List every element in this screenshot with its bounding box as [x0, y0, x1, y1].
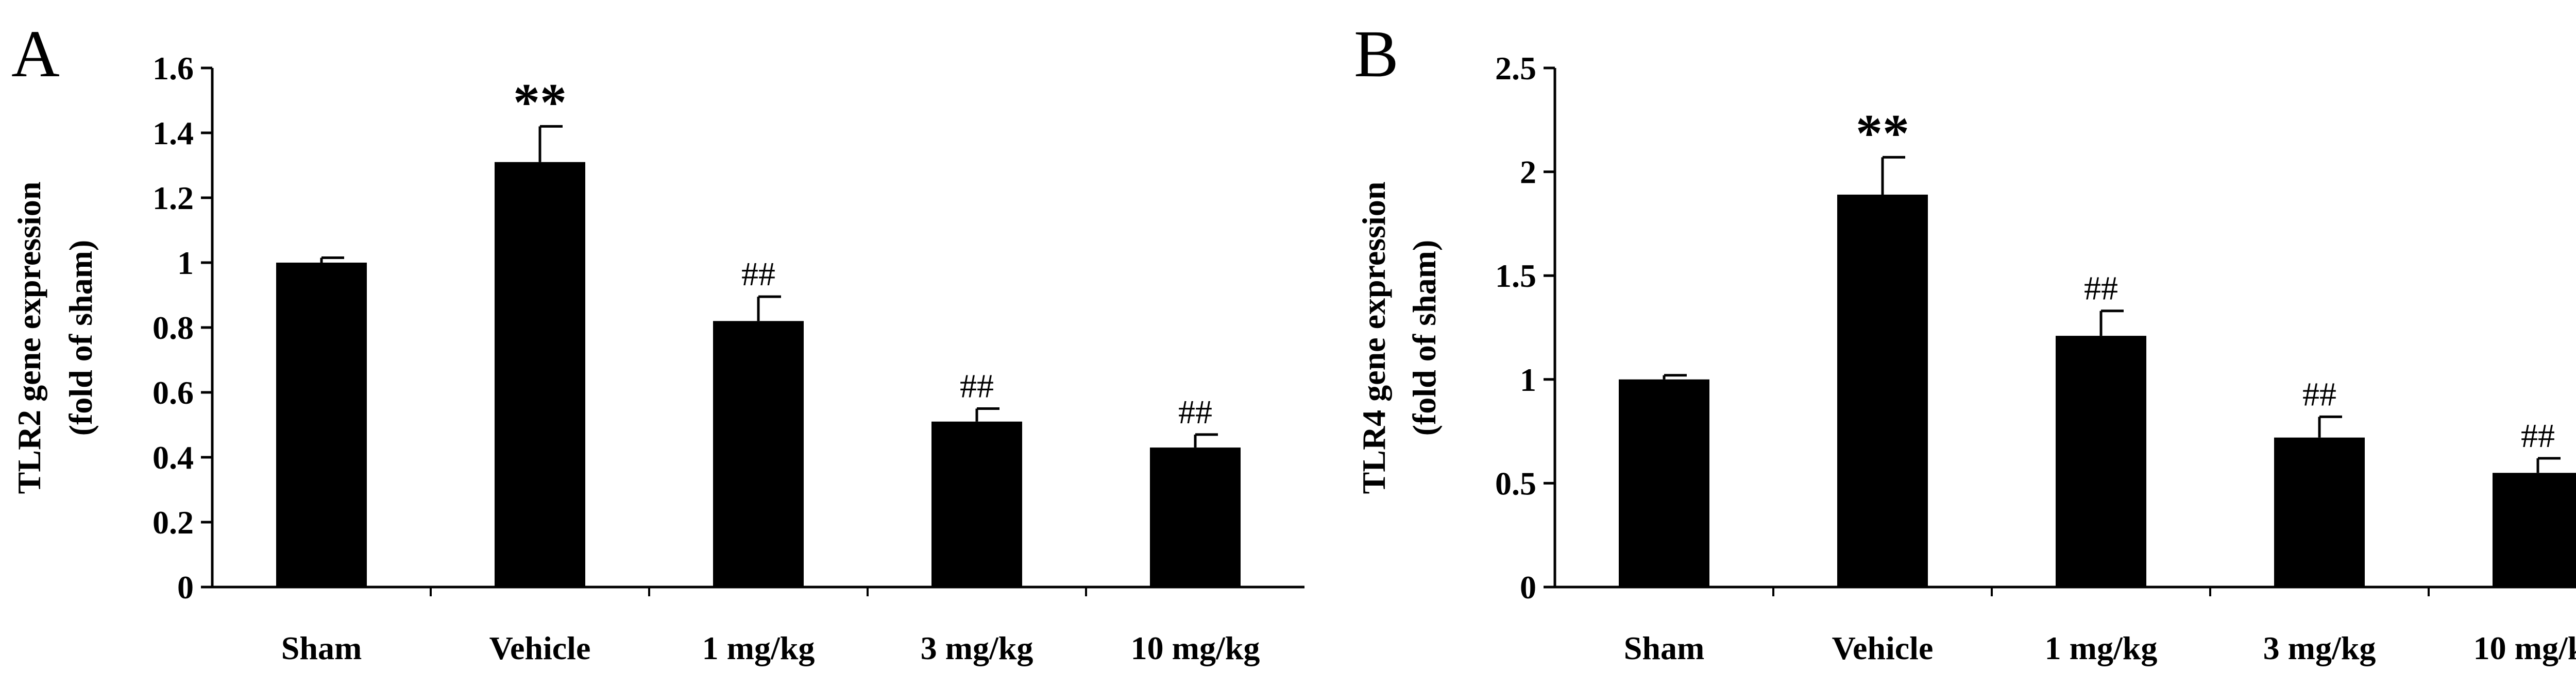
significance-stars: **: [513, 73, 567, 132]
category-label: 3 mg/kg: [2263, 630, 2376, 666]
y-axis-title-line1: TLR2 gene expression: [11, 182, 47, 494]
bar-1: [1619, 379, 1709, 587]
category-label: 3 mg/kg: [921, 630, 1033, 666]
y-tick-label: 1.4: [152, 115, 194, 151]
y-tick-label: 0.2: [152, 504, 194, 541]
category-label: 10 mg/kg: [2473, 630, 2576, 666]
bar-4: [2274, 437, 2365, 587]
bar-2: [495, 162, 585, 587]
bar-4: [931, 421, 1022, 587]
significance-hashes: ##: [2302, 375, 2336, 413]
y-tick-label: 1.2: [152, 180, 194, 216]
category-label: Sham: [281, 630, 362, 666]
category-label: Sham: [1624, 630, 1705, 666]
category-label: 10 mg/kg: [1131, 630, 1260, 666]
y-axis-title-line2: (fold of sham): [62, 240, 99, 436]
y-tick-label: 1: [1520, 361, 1536, 398]
y-tick-label: 0.5: [1495, 465, 1536, 502]
significance-stars: **: [1856, 104, 1909, 163]
y-tick-label: 0: [1520, 569, 1536, 606]
y-tick-label: 1: [177, 245, 194, 281]
y-axis-title-line1: TLR4 gene expression: [1355, 182, 1392, 494]
y-tick-label: 0.6: [152, 374, 194, 411]
category-label: 1 mg/kg: [702, 630, 815, 666]
y-tick-label: 1.6: [152, 50, 194, 87]
category-label: 1 mg/kg: [2045, 630, 2158, 666]
significance-hashes: ##: [1178, 393, 1212, 431]
panel-a: A 0 0.2 0.4 0.6 0.8 1 1.2 1.4 1.6 Sham ** Vehicle ## 1…: [11, 17, 1304, 666]
significance-hashes: ##: [741, 255, 775, 293]
y-tick-label: 0: [177, 569, 194, 606]
category-label: Vehicle: [1832, 630, 1934, 666]
bar-1: [276, 263, 367, 587]
bar-5: [1150, 447, 1241, 587]
category-label: Vehicle: [489, 630, 591, 666]
bar-3: [2056, 336, 2146, 587]
bar-5: [2493, 473, 2576, 587]
panel-letter-b: B: [1354, 17, 1399, 91]
panel-b: B 0 0.5 1 1.5 2 2.5 Sham ** Vehicle ## 1 mg/kg ## 3 m…: [1354, 17, 2576, 666]
bar-2: [1837, 194, 1928, 587]
significance-hashes: ##: [2084, 270, 2118, 307]
y-tick-label: 2: [1520, 154, 1536, 191]
y-axis-title-line2: (fold of sham): [1406, 240, 1443, 436]
significance-hashes: ##: [960, 368, 994, 405]
y-tick-label: 2.5: [1495, 50, 1536, 87]
y-tick-label: 0.8: [152, 309, 194, 346]
panel-letter-a: A: [11, 17, 60, 91]
y-tick-label: 0.4: [152, 439, 194, 476]
significance-hashes: ##: [2521, 417, 2555, 455]
bar-3: [713, 321, 804, 587]
y-tick-label: 1.5: [1495, 257, 1536, 294]
